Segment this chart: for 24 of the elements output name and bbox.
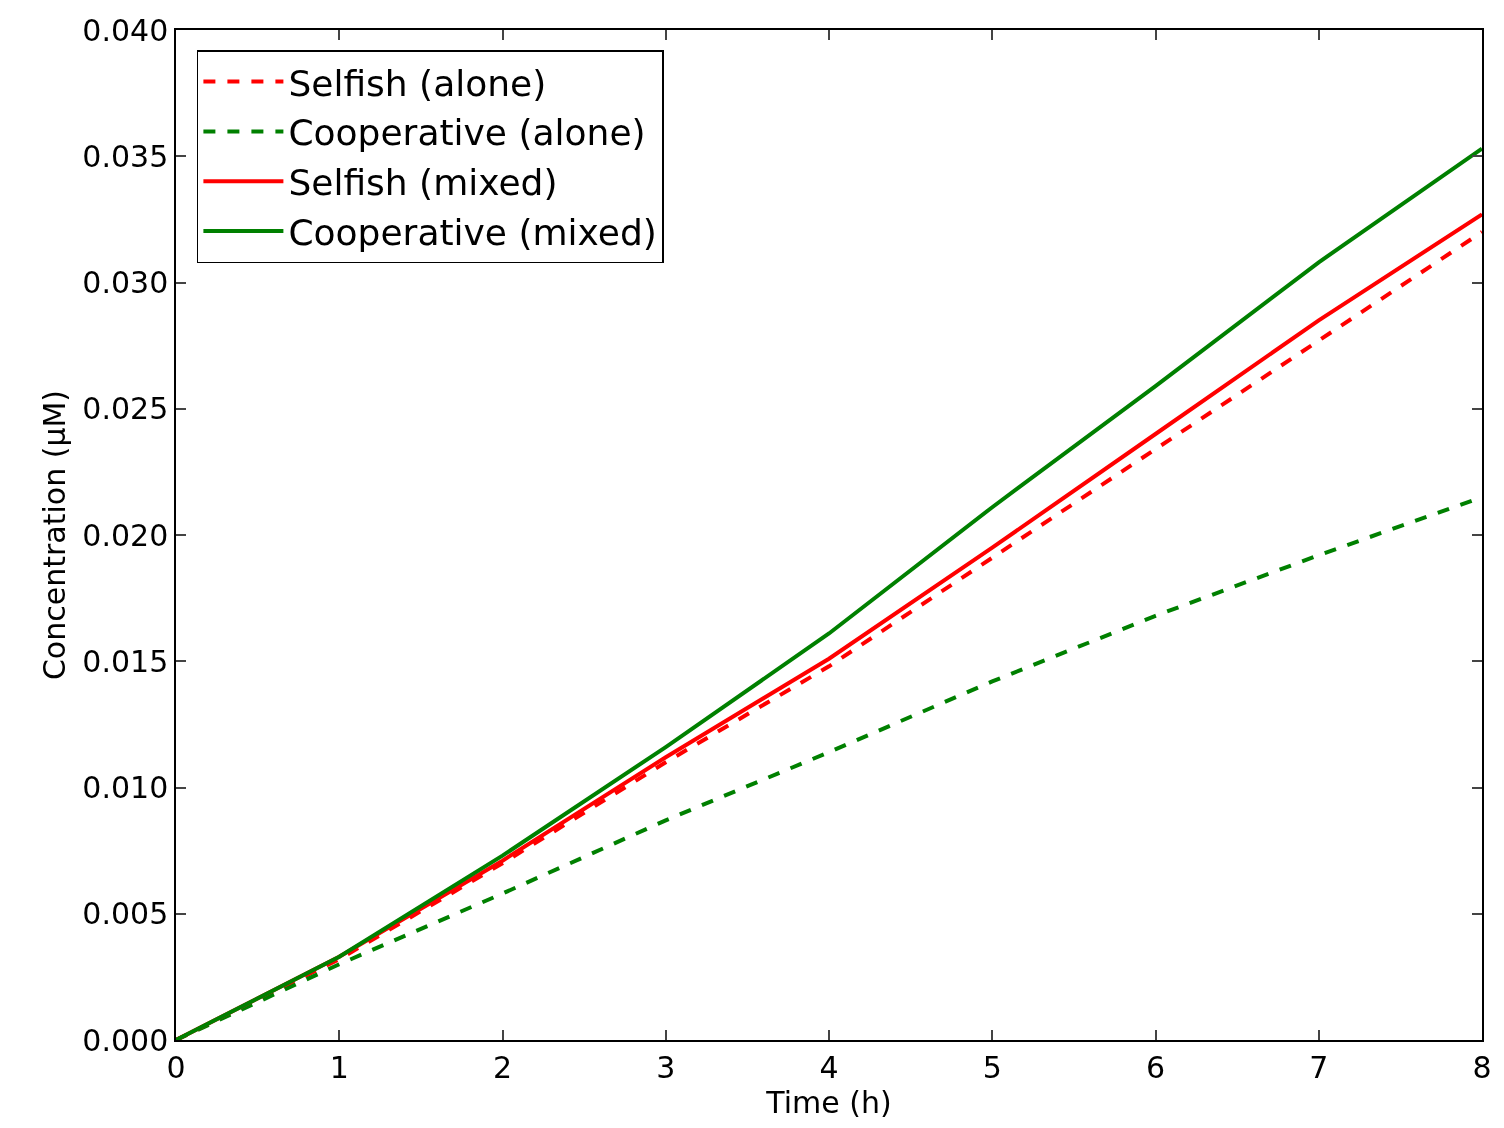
y-tick-label: 0.005 xyxy=(82,896,169,932)
y-tick-label: 0.020 xyxy=(82,517,169,553)
x-tick-label: 2 xyxy=(492,1049,513,1085)
y-tick-label: 0.010 xyxy=(82,770,169,805)
y-tick-label: 0.035 xyxy=(82,138,169,174)
x-tick-label: 3 xyxy=(656,1049,676,1085)
legend-label: Cooperative (mixed) xyxy=(288,212,657,254)
legend-label: Selfish (mixed) xyxy=(288,162,558,204)
y-tick-label: 0.000 xyxy=(82,1022,169,1058)
legend-label: Cooperative (alone) xyxy=(288,112,646,154)
x-tick-label: 1 xyxy=(329,1049,349,1085)
x-tick-label: 4 xyxy=(819,1049,839,1085)
x-tick-label: 6 xyxy=(1145,1049,1166,1085)
x-tick-label: 0 xyxy=(166,1049,186,1085)
x-tick-label: 8 xyxy=(1472,1049,1492,1085)
y-axis-title: Concentration (μM) xyxy=(36,389,72,681)
x-tick-label: 7 xyxy=(1309,1049,1329,1085)
x-tick-label: 5 xyxy=(982,1049,1002,1085)
legend-label: Selfish (alone) xyxy=(288,62,547,104)
x-axis-title: Time (h) xyxy=(765,1084,892,1120)
y-tick-label: 0.030 xyxy=(82,265,169,300)
y-tick-label: 0.025 xyxy=(82,391,169,427)
y-tick-label: 0.040 xyxy=(82,12,169,48)
y-tick-label: 0.015 xyxy=(82,643,169,679)
